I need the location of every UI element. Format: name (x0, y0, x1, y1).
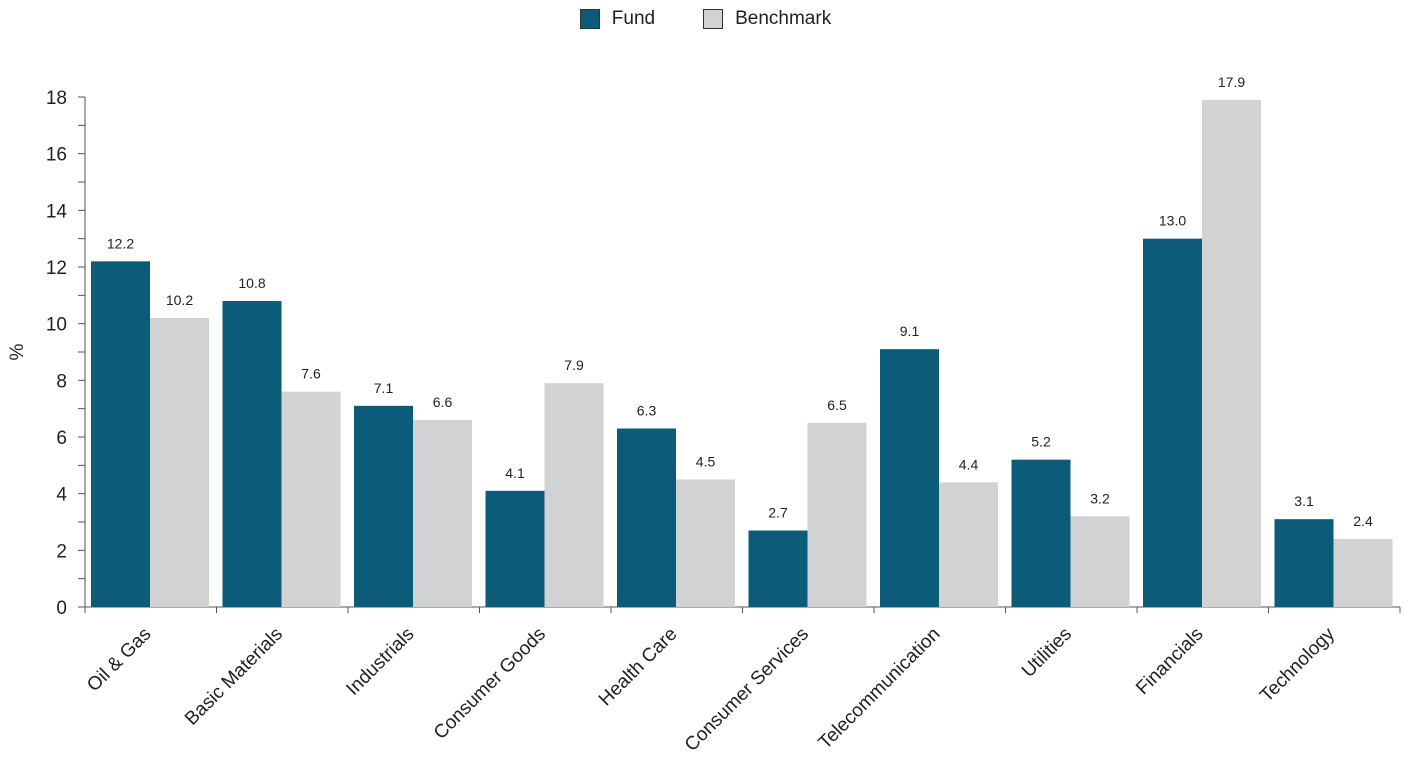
bar-fund (748, 530, 808, 607)
bar-fund (880, 349, 939, 607)
y-tick-label: 6 (56, 428, 67, 449)
data-label-fund: 3.1 (1294, 493, 1314, 509)
x-category-label: Financials (1132, 624, 1207, 699)
data-label-benchmark: 10.2 (166, 292, 193, 308)
legend-swatch-benchmark (703, 9, 724, 29)
data-label-benchmark: 6.6 (433, 394, 453, 410)
bar-benchmark (150, 318, 209, 607)
bar-fund (1274, 519, 1334, 607)
y-tick-label: 14 (46, 201, 68, 222)
data-label-benchmark: 4.4 (959, 456, 979, 472)
legend-item-benchmark: Benchmark (703, 8, 831, 30)
legend-item-fund: Fund (579, 8, 656, 30)
data-label-benchmark: 17.9 (1218, 74, 1245, 90)
x-category-label: Technology (1256, 623, 1339, 706)
bar-benchmark (544, 383, 604, 607)
bar-fund (1011, 459, 1071, 607)
legend-swatch-fund (579, 9, 600, 29)
y-tick-label: 12 (46, 258, 67, 279)
x-category-label: Telecommunication (815, 624, 945, 754)
bar-benchmark (413, 420, 472, 607)
bar-benchmark (939, 482, 998, 607)
x-category-label: Oil & Gas (83, 624, 155, 696)
data-label-fund: 12.2 (107, 235, 134, 251)
bar-fund (91, 261, 150, 607)
bar-benchmark (1070, 516, 1130, 607)
bar-fund (222, 301, 282, 607)
x-category-label: Industrials (342, 624, 418, 700)
y-tick-label: 18 (46, 88, 67, 109)
data-label-benchmark: 7.9 (564, 357, 584, 373)
bar-fund (354, 405, 413, 607)
data-label-fund: 10.8 (238, 275, 265, 291)
y-tick-label: 0 (56, 598, 67, 619)
y-tick-label: 8 (56, 371, 67, 392)
bar-benchmark (281, 391, 341, 607)
x-category-label: Consumer Goods (430, 624, 550, 744)
bar-fund (1143, 238, 1202, 607)
data-label-fund: 9.1 (900, 323, 920, 339)
bar-benchmark (676, 479, 735, 607)
bar-benchmark (1333, 539, 1393, 607)
data-label-benchmark: 4.5 (696, 454, 716, 470)
y-tick-label: 4 (56, 485, 67, 506)
data-label-fund: 2.7 (768, 505, 788, 521)
x-category-label: Consumer Services (681, 624, 813, 756)
data-label-benchmark: 2.4 (1353, 513, 1373, 529)
legend: Fund Benchmark (0, 8, 1411, 30)
data-label-fund: 7.1 (374, 380, 394, 396)
y-tick-label: 2 (56, 541, 67, 562)
y-axis-title: % (7, 343, 28, 360)
data-label-fund: 5.2 (1031, 434, 1051, 450)
x-category-label: Utilities (1018, 624, 1076, 682)
y-tick-label: 10 (46, 315, 67, 336)
legend-label-benchmark: Benchmark (735, 8, 832, 29)
x-category-label: Basic Materials (181, 624, 287, 730)
y-tick-label: 16 (46, 145, 67, 166)
data-label-fund: 6.3 (637, 403, 657, 419)
data-label-fund: 4.1 (505, 465, 525, 481)
data-label-benchmark: 3.2 (1090, 490, 1110, 506)
legend-label-fund: Fund (611, 8, 656, 29)
bar-benchmark (807, 422, 867, 607)
data-label-benchmark: 6.5 (827, 397, 847, 413)
x-category-label: Health Care (595, 624, 682, 711)
data-label-fund: 13.0 (1159, 213, 1186, 229)
bar-fund (617, 428, 676, 607)
bar-fund (485, 490, 545, 607)
data-label-benchmark: 7.6 (301, 366, 321, 382)
bar-benchmark (1202, 99, 1261, 607)
